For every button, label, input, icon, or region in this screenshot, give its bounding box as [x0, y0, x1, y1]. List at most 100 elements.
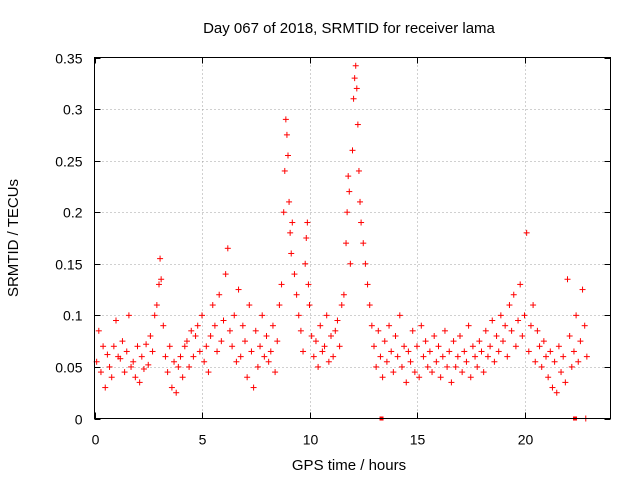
x-tick-label: 0: [92, 432, 100, 448]
data-point: [282, 116, 289, 123]
data-point: [457, 332, 463, 339]
data-point: [467, 374, 474, 381]
data-point: [117, 355, 124, 362]
data-point: [534, 327, 541, 334]
data-point: [288, 250, 295, 257]
data-point: [293, 291, 300, 298]
data-point: [420, 353, 427, 360]
data-point: [424, 363, 431, 370]
data-point: [276, 302, 283, 309]
data-point: [510, 291, 517, 298]
data-point: [441, 327, 448, 334]
data-point: [491, 358, 498, 365]
x-tick-label: 10: [303, 432, 319, 448]
data-point: [351, 75, 358, 82]
data-point: [558, 369, 565, 376]
data-point: [454, 353, 461, 360]
data-point: [259, 312, 266, 319]
data-point: [349, 147, 356, 154]
data-point: [504, 353, 511, 360]
data-point: [171, 358, 178, 365]
data-point: [205, 369, 212, 376]
data-point: [346, 188, 353, 195]
data-point: [147, 332, 154, 339]
data-point: [283, 131, 290, 138]
data-point: [353, 85, 360, 92]
data-point: [439, 353, 446, 360]
data-point: [388, 348, 395, 355]
data-point: [319, 348, 326, 355]
data-point: [386, 322, 393, 329]
data-point: [306, 302, 313, 309]
data-point: [179, 374, 186, 381]
data-point: [340, 291, 347, 298]
data-point: [310, 353, 317, 360]
data-point: [482, 327, 489, 334]
data-point: [463, 358, 470, 365]
data-point: [536, 343, 543, 350]
data-point: [476, 338, 483, 345]
data-point: [583, 353, 590, 360]
data-point: [308, 332, 315, 339]
data-point: [396, 312, 403, 319]
data-point: [573, 312, 580, 319]
data-point: [459, 369, 466, 376]
y-tick-label: 0: [75, 412, 83, 428]
data-point: [303, 235, 310, 241]
data-point: [515, 317, 522, 324]
data-point: [323, 312, 330, 319]
data-point: [295, 312, 302, 319]
data-point: [196, 348, 203, 355]
data-point: [568, 363, 575, 370]
grid-lines: [94, 57, 611, 419]
data-point: [487, 343, 494, 350]
data-point: [461, 348, 468, 355]
data-point: [209, 302, 216, 309]
data-point: [355, 167, 362, 174]
data-point: [325, 358, 332, 365]
data-point: [113, 317, 119, 324]
x-tick-label: 15: [410, 432, 426, 448]
data-point: [358, 219, 365, 226]
data-point: [315, 363, 322, 370]
data-point: [435, 343, 442, 350]
data-point: [269, 322, 276, 329]
data-point: [175, 363, 182, 370]
data-point: [512, 343, 519, 350]
y-tick-label: 0.35: [55, 51, 82, 67]
data-point: [564, 276, 571, 283]
data-point: [281, 167, 288, 174]
data-point: [508, 327, 515, 334]
data-point: [220, 317, 227, 324]
data-point: [263, 332, 270, 339]
data-point: [274, 338, 281, 345]
data-point: [242, 338, 248, 345]
data-point: [304, 219, 311, 226]
data-point: [214, 348, 221, 355]
data-point: [250, 384, 257, 391]
data-point: [121, 369, 128, 376]
data-point: [149, 348, 156, 355]
data-point: [493, 332, 500, 339]
data-point: [173, 389, 180, 396]
data-point: [472, 353, 479, 360]
data-point: [469, 343, 476, 350]
data-point: [579, 286, 586, 293]
data-point: [300, 348, 307, 355]
data-point: [201, 358, 208, 365]
data-point: [119, 338, 126, 345]
data-point: [527, 322, 534, 329]
data-point: [199, 312, 205, 319]
data-point: [416, 374, 423, 381]
data-point: [334, 317, 341, 324]
data-point: [231, 312, 238, 319]
data-point: [177, 353, 184, 360]
data-point: [151, 312, 158, 319]
data-point: [136, 379, 143, 386]
data-point: [465, 322, 472, 329]
data-point: [474, 363, 481, 370]
data-point: [297, 327, 304, 334]
data-point: [143, 341, 150, 348]
data-point: [330, 353, 337, 360]
data-point: [280, 209, 287, 216]
